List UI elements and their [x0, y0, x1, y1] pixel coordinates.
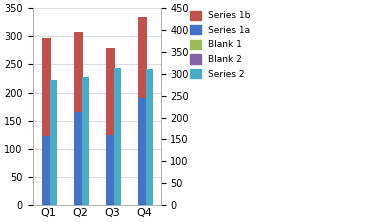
- Legend: Series 1b, Series 1a, Blank 1, Blank 2, Series 2: Series 1b, Series 1a, Blank 1, Blank 2, …: [188, 9, 252, 81]
- Bar: [107, 148, 114, 205]
- Bar: [36, 148, 43, 205]
- Bar: [132, 148, 139, 205]
- Bar: [106, 48, 115, 135]
- Bar: [100, 148, 107, 205]
- Bar: [43, 148, 50, 205]
- Bar: [139, 148, 146, 205]
- Bar: [42, 137, 51, 205]
- Bar: [82, 77, 89, 205]
- Bar: [114, 68, 121, 205]
- Bar: [138, 17, 147, 98]
- Bar: [146, 69, 153, 205]
- Bar: [74, 112, 83, 205]
- Bar: [42, 38, 51, 137]
- Bar: [74, 32, 83, 112]
- Bar: [68, 148, 75, 205]
- Bar: [50, 80, 57, 205]
- Bar: [106, 135, 115, 205]
- Bar: [138, 98, 147, 205]
- Bar: [75, 148, 82, 205]
